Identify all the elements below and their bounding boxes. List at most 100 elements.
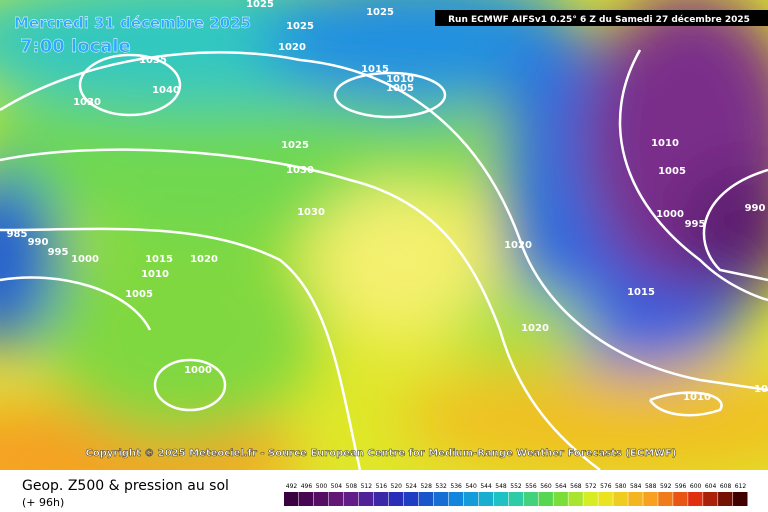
colorbar-swatch xyxy=(568,492,583,506)
isobar-label: 1000 xyxy=(71,254,99,265)
copyright: Copyright © 2025 Meteociel.fr - Source E… xyxy=(86,448,677,459)
colorbar-swatch xyxy=(613,492,628,506)
colorbar-swatch xyxy=(493,492,509,506)
isobar-label: 1030 xyxy=(286,165,314,176)
colorbar-swatch xyxy=(478,492,494,506)
forecast-time: 7:00 locale xyxy=(20,36,131,57)
isobar-labels: 1025102510251020103510401030101510101005… xyxy=(7,0,768,403)
colorbar-swatch xyxy=(718,492,733,506)
isobar-label: 1030 xyxy=(297,207,325,218)
colorbar-label: 492 xyxy=(286,483,298,490)
colorbar: 492 496 500 504 508 512 516 520 524 528 532 536 540 5… xyxy=(284,483,748,506)
colorbar-swatch xyxy=(508,492,523,506)
colorbar-swatch xyxy=(673,492,688,506)
colorbar-swatch xyxy=(313,492,329,506)
colorbar-swatch xyxy=(523,492,538,506)
lead-time: (+ 96h) xyxy=(22,496,64,509)
colorbar-swatch xyxy=(448,492,464,506)
colorbar-swatch xyxy=(553,492,568,506)
isobar-label: 1015 xyxy=(627,287,655,298)
isobar-label: 985 xyxy=(7,229,28,240)
isobar-label: 1010 xyxy=(141,269,169,280)
isobar-label: 1005 xyxy=(125,289,153,300)
colorbar-label: 528 xyxy=(420,483,432,490)
isobar-label: 1020 xyxy=(190,254,218,265)
isobar-label: 1005 xyxy=(386,83,414,94)
isobar-label: 990 xyxy=(28,237,49,248)
isobar-label: 1000 xyxy=(656,209,684,220)
colorbar-swatch xyxy=(388,492,404,506)
colorbar-swatch xyxy=(658,492,673,506)
colorbar-label: 524 xyxy=(405,483,417,490)
isobar-label: 1025 xyxy=(281,140,309,151)
colorbar-label: 596 xyxy=(675,483,687,490)
isobar-label: 1020 xyxy=(278,42,306,53)
colorbar-swatch xyxy=(598,492,613,506)
colorbar-label: 516 xyxy=(376,483,388,490)
colorbar-swatch xyxy=(298,492,314,506)
isobar-label: 1035 xyxy=(139,55,167,66)
isobar-label: 990 xyxy=(745,203,766,214)
isobar-label: 1025 xyxy=(286,21,314,32)
colorbar-swatch xyxy=(328,492,344,506)
isobar-label: 1020 xyxy=(521,323,549,334)
colorbar-label: 564 xyxy=(555,483,567,490)
colorbar-label: 568 xyxy=(570,483,582,490)
colorbar-swatch xyxy=(284,492,299,506)
isobar-lines xyxy=(0,49,768,471)
colorbar-label: 608 xyxy=(720,483,732,490)
colorbar-label: 612 xyxy=(735,483,747,490)
colorbar-label: 504 xyxy=(331,483,343,490)
isobar-label: 1010 xyxy=(651,138,679,149)
run-banner xyxy=(435,10,768,26)
isobar-label: 995 xyxy=(685,219,706,230)
colorbar-swatch xyxy=(688,492,703,506)
colorbar-label: 556 xyxy=(525,483,537,490)
isobar-label: 995 xyxy=(48,247,69,258)
colorbar-label: 600 xyxy=(690,483,702,490)
isobar-label: 1040 xyxy=(152,85,180,96)
isobar-label: 1010 xyxy=(683,392,711,403)
colorbar-label: 512 xyxy=(361,483,373,490)
colorbar-label: 540 xyxy=(465,483,477,490)
isobar-label: 1015 xyxy=(145,254,173,265)
isobar-label: 1020 xyxy=(504,240,532,251)
colorbar-swatch xyxy=(343,492,359,506)
colorbar-label: 572 xyxy=(585,483,597,490)
isobar-label: 1015 xyxy=(361,64,389,75)
field-title: Geop. Z500 & pression au sol xyxy=(22,478,229,494)
colorbar-label: 548 xyxy=(495,483,507,490)
isobar-label: 1025 xyxy=(246,0,274,10)
colorbar-swatch xyxy=(583,492,598,506)
colorbar-swatch xyxy=(433,492,449,506)
colorbar-label: 552 xyxy=(510,483,522,490)
colorbar-label: 560 xyxy=(540,483,552,490)
colorbar-swatch xyxy=(733,492,748,506)
colorbar-swatch xyxy=(628,492,643,506)
colorbar-label: 536 xyxy=(450,483,462,490)
colorbar-label: 580 xyxy=(615,483,627,490)
isobar-label: 1005 xyxy=(658,166,686,177)
colorbar-swatch xyxy=(538,492,553,506)
forecast-date: Mercredi 31 décembre 2025 xyxy=(14,14,251,32)
colorbar-label: 588 xyxy=(645,483,657,490)
colorbar-label: 496 xyxy=(301,483,313,490)
isobar-label: 1030 xyxy=(73,97,101,108)
isobar-label: 1010 xyxy=(386,74,414,85)
colorbar-label: 592 xyxy=(660,483,672,490)
colorbar-swatch xyxy=(643,492,658,506)
colorbar-label: 576 xyxy=(600,483,612,490)
colorbar-swatch xyxy=(703,492,718,506)
colorbar-label: 544 xyxy=(480,483,492,490)
isobar-label: 1025 xyxy=(754,384,768,395)
colorbar-label: 584 xyxy=(630,483,642,490)
colorbar-label: 508 xyxy=(346,483,358,490)
colorbar-swatch xyxy=(418,492,434,506)
colorbar-swatch xyxy=(373,492,389,506)
colorbar-label: 604 xyxy=(705,483,717,490)
colorbar-label: 520 xyxy=(391,483,403,490)
colorbar-label: 500 xyxy=(316,483,328,490)
